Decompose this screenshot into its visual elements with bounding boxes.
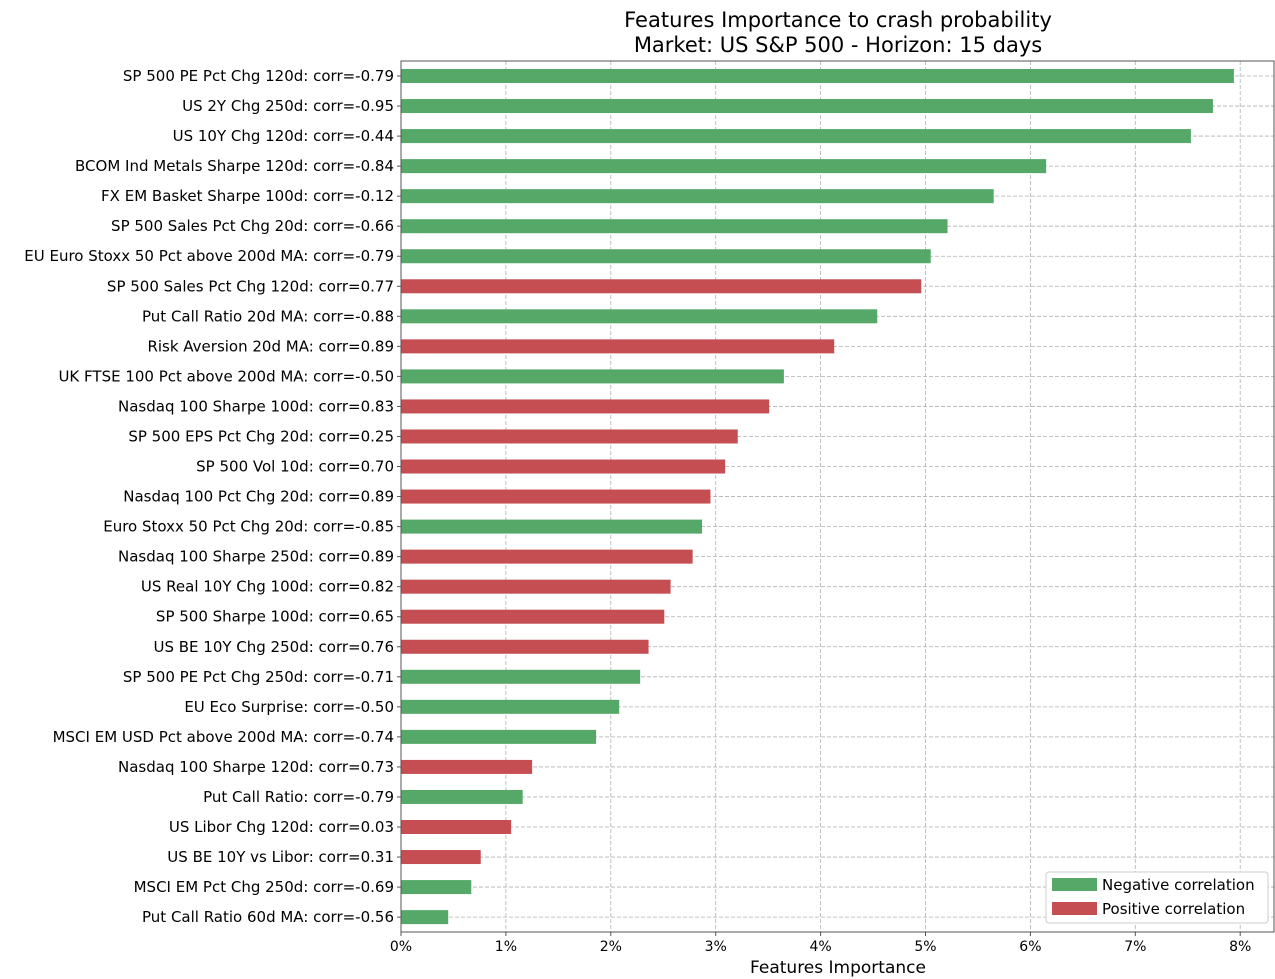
bar-positive [401, 459, 726, 474]
y-tick-label: Nasdaq 100 Sharpe 120d: corr=0.73 [118, 758, 394, 776]
bar-positive [401, 639, 649, 654]
y-tick-label: US 2Y Chg 250d: corr=-0.95 [182, 97, 394, 115]
legend: Negative correlation Positive correlatio… [1045, 871, 1269, 924]
y-tick-label: UK FTSE 100 Pct above 200d MA: corr=-0.5… [58, 367, 394, 385]
x-tick-label: 4% [809, 939, 831, 955]
y-tick-label: SP 500 Sharpe 100d: corr=0.65 [156, 608, 394, 626]
bar-negative [401, 129, 1191, 144]
y-tick-label: Put Call Ratio: corr=-0.79 [203, 788, 394, 806]
bar-positive [401, 399, 770, 414]
y-tick-label: EU Euro Stoxx 50 Pct above 200d MA: corr… [24, 247, 394, 265]
y-tick-label: SP 500 Sales Pct Chg 20d: corr=-0.66 [111, 217, 394, 235]
y-tick-label: MSCI EM Pct Chg 250d: corr=-0.69 [134, 878, 394, 896]
y-tick-label: FX EM Basket Sharpe 100d: corr=-0.12 [101, 187, 394, 205]
bars-layer [401, 69, 1234, 925]
x-tick-labels: 0% 1% 2% 3% 4% 5% 6% 7% 8% [390, 939, 1251, 955]
y-tick-label: SP 500 EPS Pct Chg 20d: corr=0.25 [128, 427, 394, 445]
bar-negative [401, 159, 1047, 174]
y-tick-label: SP 500 Sales Pct Chg 120d: corr=0.77 [107, 277, 394, 295]
x-tick-label: 0% [390, 939, 412, 955]
bar-negative [401, 309, 878, 324]
chart-title: Features Importance to crash probability [624, 8, 1052, 32]
y-tick-label: Put Call Ratio 20d MA: corr=-0.88 [142, 307, 394, 325]
bar-positive [401, 429, 738, 444]
legend-swatch-positive [1052, 902, 1097, 915]
legend-box [1045, 871, 1269, 924]
y-tick-label: US BE 10Y Chg 250d: corr=0.76 [153, 638, 394, 656]
bar-negative [401, 189, 994, 204]
y-tick-label: SP 500 Vol 10d: corr=0.70 [196, 458, 394, 476]
y-tick-label: Nasdaq 100 Pct Chg 20d: corr=0.89 [123, 488, 394, 506]
y-tick-labels: SP 500 PE Pct Chg 120d: corr=-0.79 US 2Y … [24, 67, 394, 926]
bar-negative [401, 880, 472, 895]
chart-subtitle: Market: US S&P 500 - Horizon: 15 days [634, 33, 1042, 57]
y-tick-label: US 10Y Chg 120d: corr=-0.44 [173, 127, 394, 145]
x-tick-label: 8% [1229, 939, 1251, 955]
bar-negative [401, 219, 948, 234]
y-tick-label: Euro Stoxx 50 Pct Chg 20d: corr=-0.85 [103, 518, 394, 536]
bar-positive [401, 549, 693, 564]
x-tick-label: 7% [1124, 939, 1146, 955]
bar-positive [401, 279, 922, 294]
y-tick-label: SP 500 PE Pct Chg 120d: corr=-0.79 [123, 67, 394, 85]
y-tick-label: Nasdaq 100 Sharpe 100d: corr=0.83 [118, 397, 394, 415]
bar-negative [401, 789, 523, 804]
y-tick-label: US BE 10Y vs Libor: corr=0.31 [167, 848, 394, 866]
bar-positive [401, 609, 665, 624]
bar-negative [401, 69, 1234, 83]
x-tick-label: 5% [914, 939, 936, 955]
bar-positive [401, 339, 835, 354]
plot-frame [400, 60, 1275, 933]
legend-label-negative: Negative correlation [1102, 876, 1255, 894]
x-tick-label: 6% [1019, 939, 1041, 955]
bar-negative [401, 99, 1213, 114]
bar-negative [401, 369, 784, 384]
y-tick-label: Risk Aversion 20d MA: corr=0.89 [147, 337, 394, 355]
x-tick-label: 1% [495, 939, 517, 955]
y-tick-label: MSCI EM USD Pct above 200d MA: corr=-0.7… [53, 728, 394, 746]
y-tick-label: US Real 10Y Chg 100d: corr=0.82 [141, 578, 394, 596]
bar-negative [401, 669, 641, 684]
y-tick-label: SP 500 PE Pct Chg 250d: corr=-0.71 [123, 668, 394, 686]
bar-negative [401, 249, 931, 264]
legend-swatch-negative [1052, 878, 1097, 891]
legend-label-positive: Positive correlation [1102, 900, 1245, 918]
x-tick-label: 2% [600, 939, 622, 955]
y-tick-label: Nasdaq 100 Sharpe 250d: corr=0.89 [118, 548, 394, 566]
bar-negative [401, 910, 449, 925]
bar-positive [401, 579, 671, 594]
y-tick-label: US Libor Chg 120d: corr=0.03 [169, 818, 394, 836]
y-tick-label: Put Call Ratio 60d MA: corr=-0.56 [142, 908, 394, 926]
bar-negative [401, 519, 703, 534]
y-tick-label: EU Eco Surprise: corr=-0.50 [184, 698, 394, 716]
bar-negative [401, 729, 597, 744]
bar-positive [401, 850, 481, 865]
x-axis-label: Features Importance [750, 958, 926, 978]
x-tick-label: 3% [705, 939, 727, 955]
bar-negative [401, 699, 620, 714]
bar-positive [401, 820, 512, 834]
bar-positive [401, 759, 533, 774]
bar-positive [401, 489, 711, 504]
y-tick-label: BCOM Ind Metals Sharpe 120d: corr=-0.84 [75, 157, 394, 175]
